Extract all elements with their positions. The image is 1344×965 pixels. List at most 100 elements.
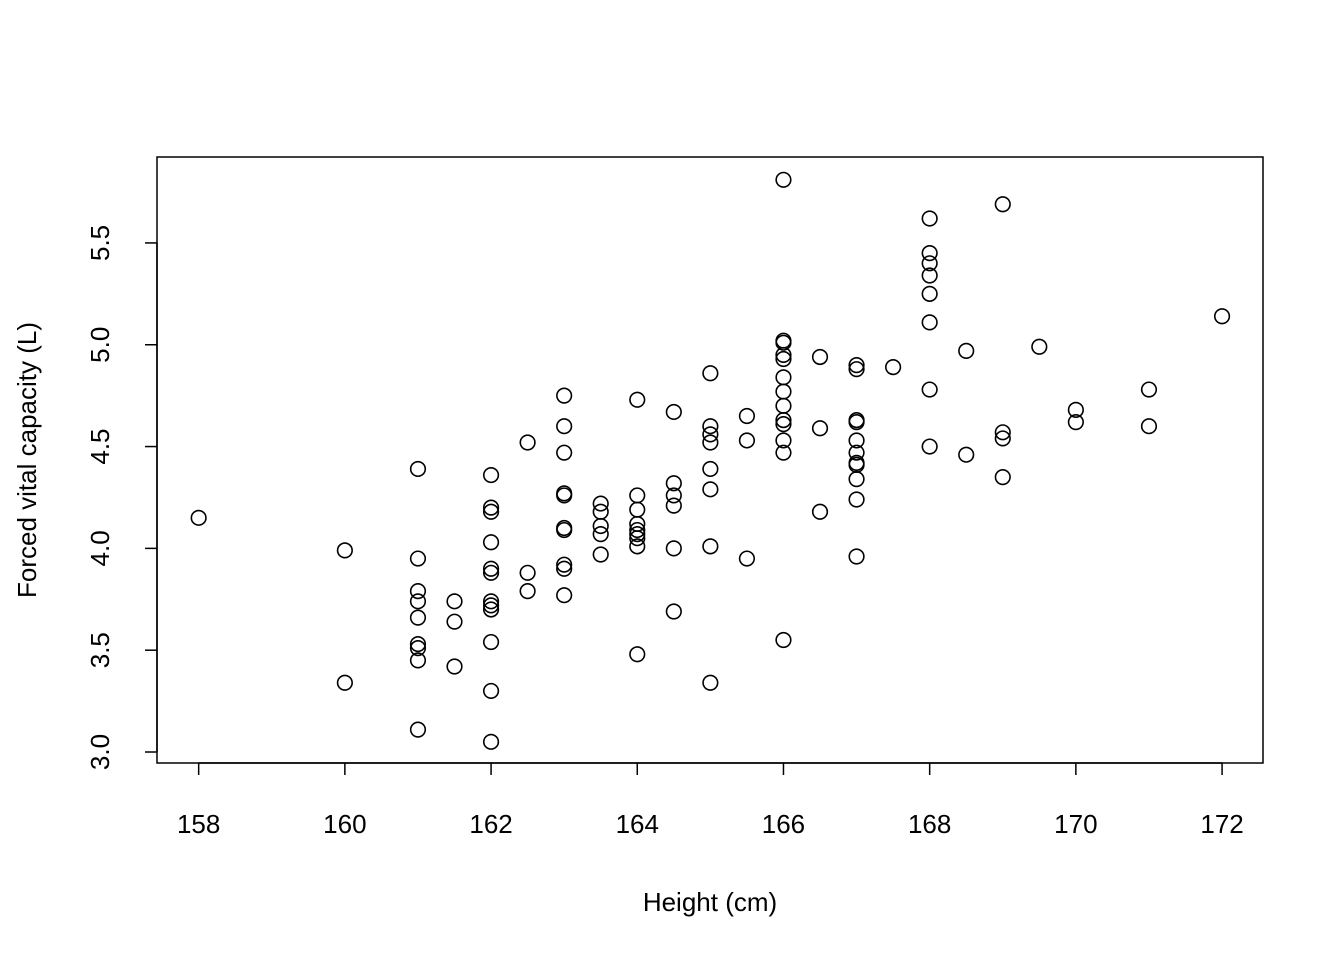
y-tick-label: 3.0 <box>85 734 115 770</box>
data-point <box>848 432 865 449</box>
data-point <box>1213 308 1231 325</box>
data-point <box>629 530 646 547</box>
data-point <box>556 444 573 461</box>
data-point <box>409 721 427 738</box>
data-point <box>775 346 792 364</box>
data-point <box>738 550 756 567</box>
data-point <box>775 444 792 461</box>
x-tick-label: 164 <box>616 809 659 839</box>
data-point <box>482 534 500 551</box>
data-point <box>592 503 609 520</box>
data-point <box>738 407 756 425</box>
data-point <box>665 403 682 421</box>
data-point <box>775 383 792 400</box>
data-point <box>775 411 792 429</box>
x-tick-label: 170 <box>1054 809 1097 839</box>
data-point <box>775 369 792 386</box>
data-point <box>921 438 938 455</box>
data-point <box>556 487 573 504</box>
data-point <box>702 434 719 451</box>
y-axis-label: Forced vital capacity (L) <box>12 322 42 598</box>
data-point <box>409 460 427 478</box>
data-point <box>409 593 427 610</box>
data-point <box>629 526 646 543</box>
y-axis: 3.0 3.5 4.0 4.5 5.0 5.5 <box>85 225 158 770</box>
x-axis-label: Height (cm) <box>643 887 777 917</box>
data-point <box>921 267 938 284</box>
y-tick-label: 3.5 <box>85 632 115 668</box>
data-point <box>1140 418 1158 435</box>
data-point <box>409 652 427 669</box>
data-point <box>848 414 865 431</box>
data-point <box>921 285 938 302</box>
x-tick-label: 160 <box>323 809 366 839</box>
data-point <box>482 633 500 651</box>
data-point <box>482 733 500 750</box>
data-point <box>629 501 646 518</box>
data-point <box>336 542 353 559</box>
data-point <box>592 495 609 512</box>
data-point <box>482 597 500 614</box>
data-point <box>665 540 682 557</box>
data-point <box>556 521 573 539</box>
data-point <box>775 416 792 433</box>
data-point <box>958 342 975 359</box>
data-point <box>921 210 938 227</box>
data-point <box>775 631 792 649</box>
data-point <box>665 475 682 492</box>
data-point <box>336 674 353 691</box>
data-point <box>921 314 938 331</box>
data-point <box>482 682 500 700</box>
data-point <box>702 674 719 691</box>
x-tick-label: 166 <box>762 809 805 839</box>
data-points <box>190 171 1231 750</box>
data-point <box>702 481 719 498</box>
x-tick-label: 172 <box>1200 809 1243 839</box>
data-point <box>958 446 975 463</box>
y-tick-label: 5.0 <box>85 327 115 363</box>
data-point <box>921 255 938 272</box>
plot-frame <box>156 156 1264 764</box>
data-point <box>482 593 500 610</box>
data-point <box>848 361 865 378</box>
data-point <box>665 487 682 504</box>
data-point <box>1140 381 1158 398</box>
data-point <box>482 564 500 581</box>
data-point <box>409 550 427 567</box>
data-point <box>629 646 646 663</box>
data-point <box>848 548 865 565</box>
data-point <box>519 434 536 451</box>
data-point <box>409 640 427 657</box>
data-point <box>519 564 536 581</box>
data-point <box>665 497 682 514</box>
data-point <box>592 546 609 563</box>
data-point <box>702 365 719 382</box>
data-point <box>848 357 865 374</box>
data-point <box>556 560 573 577</box>
data-point <box>994 424 1011 441</box>
x-tick-label: 168 <box>908 809 951 839</box>
data-point <box>482 499 500 516</box>
data-point <box>702 460 719 478</box>
data-point <box>409 609 427 626</box>
y-tick-label: 4.0 <box>85 530 115 566</box>
data-point <box>775 171 792 188</box>
data-point <box>994 469 1011 486</box>
data-point <box>775 350 792 368</box>
data-point <box>811 420 829 437</box>
data-point <box>409 583 427 600</box>
data-point <box>994 196 1011 213</box>
data-point <box>921 381 938 398</box>
x-axis: 158 160 162 164 166 168 170 172 <box>177 762 1244 839</box>
data-point <box>775 334 792 351</box>
data-point <box>738 432 756 449</box>
data-point <box>1031 338 1048 355</box>
data-point <box>629 521 646 539</box>
data-point <box>482 601 500 618</box>
data-point <box>592 526 609 543</box>
data-point <box>848 491 865 508</box>
data-point <box>592 517 609 535</box>
data-point <box>446 658 463 675</box>
data-point <box>556 556 573 573</box>
data-point <box>482 466 500 484</box>
